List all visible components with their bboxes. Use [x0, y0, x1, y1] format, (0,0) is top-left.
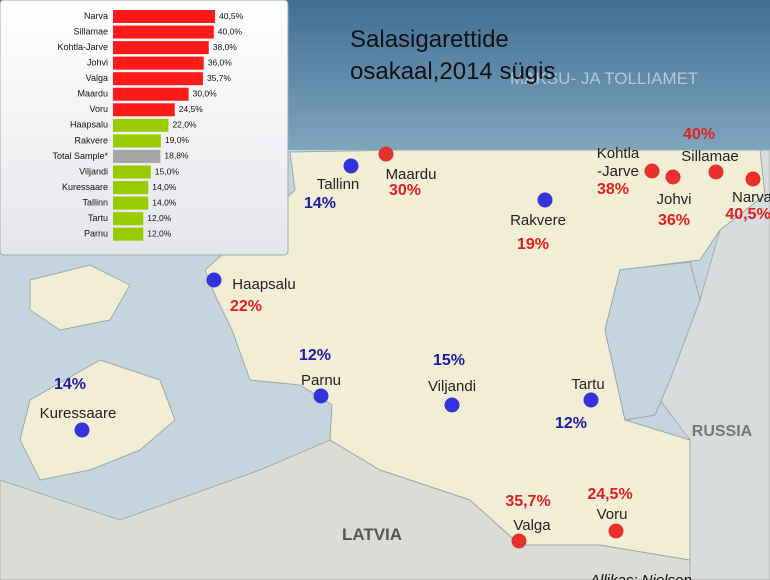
city-value: 38% [597, 181, 629, 198]
country-label: RUSSIA [692, 423, 753, 440]
city-value: 36% [658, 212, 690, 229]
title: osakaal,2014 sügis [350, 58, 555, 85]
source: Allikas: Nielsen [589, 572, 692, 580]
title: Salasigarettide [350, 26, 509, 53]
bar-label: Viljandi [79, 166, 108, 176]
bar-label: Total Sample* [52, 151, 108, 161]
bar-label: Maardu [77, 89, 108, 99]
bar-label: Haapsalu [70, 120, 108, 130]
city-dot [583, 392, 599, 408]
bar [113, 87, 189, 101]
city-value: 30% [389, 182, 421, 199]
city-dot [313, 388, 329, 404]
city-dot [511, 533, 527, 549]
city-value: 12% [299, 347, 331, 364]
city-value: 12% [555, 415, 587, 432]
bar-value: 12,0% [147, 213, 172, 223]
country-label: LATVIA [342, 525, 402, 544]
bar-value: 14,0% [152, 182, 177, 192]
bar-value: 38,0% [213, 42, 238, 52]
city-name: Tallinn [317, 176, 360, 193]
city-value: 40,5% [725, 206, 770, 223]
bar-label: Sillamae [73, 26, 108, 36]
city-value: 40% [683, 126, 715, 143]
bar-value: 14,0% [152, 197, 177, 207]
bar [113, 41, 209, 55]
city-dot [444, 397, 460, 413]
city-name: Sillamae [681, 148, 739, 165]
bar-value: 30,0% [193, 89, 218, 99]
bar-label: Valga [86, 73, 108, 83]
city-value: 14% [54, 376, 86, 393]
bar [113, 56, 204, 70]
bar [113, 196, 149, 210]
bar [113, 149, 161, 163]
bar-value: 15,0% [155, 166, 180, 176]
bar-value: 18,8% [164, 151, 189, 161]
city-name: Parnu [301, 372, 341, 389]
city-dot [343, 158, 359, 174]
hiiumaa [29, 264, 131, 331]
bar-label: Voru [89, 104, 108, 114]
bar [113, 25, 214, 39]
bar-label: Parnu [84, 229, 108, 239]
bar-label: Kohtla-Jarve [57, 42, 108, 52]
bar-label: Narva [84, 11, 108, 21]
city-name: Kuressaare [40, 405, 117, 422]
city-name: Kohtla -Jarve [597, 145, 640, 180]
city-dot [378, 146, 394, 162]
city-value: 15% [433, 352, 465, 369]
bar-label: Rakvere [74, 135, 108, 145]
bar [113, 10, 216, 23]
bar-label: Johvi [87, 58, 108, 68]
city-dot [74, 422, 90, 438]
city-dot [644, 163, 660, 179]
city-name: Viljandi [428, 378, 476, 395]
bar [113, 72, 203, 86]
city-value: 22% [230, 298, 262, 315]
city-name: Tartu [571, 376, 604, 393]
city-dot [708, 164, 724, 180]
city-dot [206, 272, 222, 288]
city-value: 19% [517, 236, 549, 253]
city-name: Narva [732, 189, 770, 206]
bar [113, 134, 161, 148]
city-dot [608, 523, 624, 539]
lake-peipus [604, 261, 701, 421]
city-name: Maardu [386, 166, 437, 183]
bar [113, 103, 175, 117]
bar-value: 22,0% [172, 120, 197, 130]
watermark: MAKSU- JA TOLLIAMET [510, 69, 698, 88]
city-value: 24,5% [587, 486, 632, 503]
estonia [204, 149, 766, 561]
city-name: Rakvere [510, 212, 566, 229]
bar-value: 35,7% [207, 73, 232, 83]
bar-value: 19,0% [165, 135, 190, 145]
bar-value: 36,0% [208, 57, 233, 67]
bar [113, 165, 151, 179]
saaremaa [19, 359, 176, 481]
city-dot [665, 169, 681, 185]
city-dot [745, 171, 761, 187]
city-name: Voru [597, 506, 628, 523]
bar-value: 12,0% [147, 228, 172, 238]
city-name: Valga [513, 517, 551, 534]
city-value: 14% [304, 195, 336, 212]
bar [113, 181, 149, 195]
bar-value: 40,0% [218, 26, 243, 36]
bar [113, 212, 144, 226]
bar-label: Tallinn [82, 197, 108, 207]
city-dot [537, 192, 553, 208]
city-name: Haapsalu [232, 276, 295, 293]
bar-label: Tartu [88, 213, 108, 223]
bar-value: 24,5% [179, 104, 204, 114]
bar [113, 227, 144, 241]
bar-value: 40,5% [219, 11, 244, 21]
bar [113, 118, 169, 132]
bar-label: Kuressaare [62, 182, 108, 192]
city-name: Johvi [656, 191, 691, 208]
city-value: 35,7% [505, 493, 550, 510]
